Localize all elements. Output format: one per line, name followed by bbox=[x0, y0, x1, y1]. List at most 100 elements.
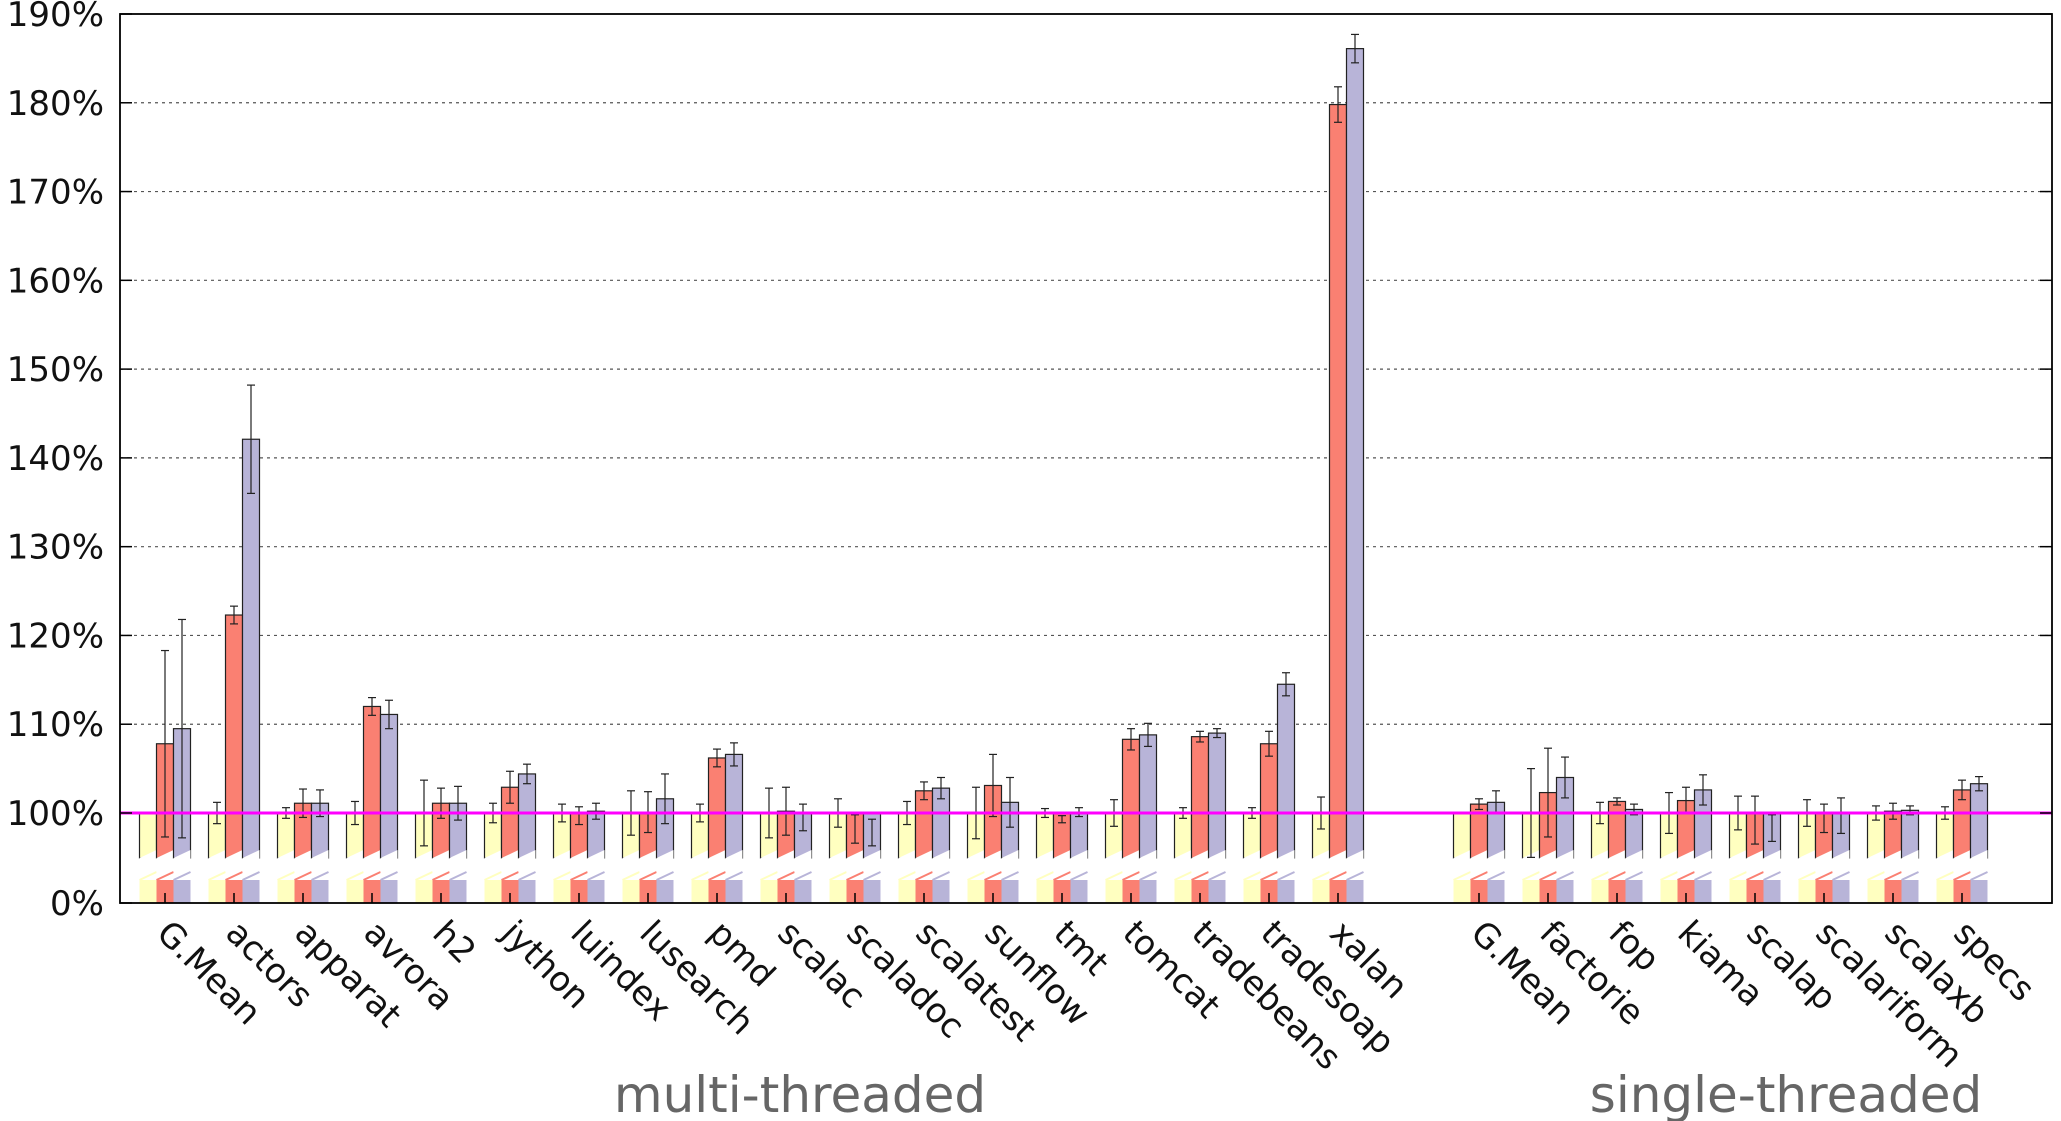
bar-stub bbox=[1815, 880, 1833, 903]
axis-break-gap bbox=[1346, 850, 1364, 880]
axis-break-edge bbox=[501, 871, 519, 881]
axis-break-gap bbox=[1867, 850, 1885, 880]
bar-stub bbox=[1591, 880, 1609, 903]
bar bbox=[1138, 734, 1158, 859]
axis-break-gap bbox=[1660, 850, 1678, 880]
bar-stub bbox=[1953, 880, 1971, 903]
axis-break-edge bbox=[242, 871, 260, 881]
axis-break-edge bbox=[1346, 871, 1364, 881]
bar-stub bbox=[1867, 880, 1885, 903]
axis-break-gap bbox=[1539, 850, 1557, 880]
bar-stub bbox=[1312, 880, 1330, 903]
bar-stub bbox=[1729, 880, 1747, 903]
axis-break-gap bbox=[1036, 850, 1054, 880]
bar-stub bbox=[1053, 880, 1071, 903]
bar-stub bbox=[1174, 880, 1192, 903]
bar-stub bbox=[1660, 880, 1678, 903]
bar-stub bbox=[156, 880, 174, 903]
bar-stub bbox=[622, 880, 640, 903]
bar-stub bbox=[656, 880, 674, 903]
bar-stub bbox=[1243, 880, 1261, 903]
bar-stub bbox=[1329, 880, 1347, 903]
bar-stub bbox=[1036, 880, 1054, 903]
axis-break-edge bbox=[1660, 871, 1678, 881]
axis-break-edge bbox=[1936, 871, 1954, 881]
axis-break-gap bbox=[639, 850, 657, 880]
bar-stub bbox=[432, 880, 450, 903]
axis-break-edge bbox=[1522, 871, 1540, 881]
axis-break-gap bbox=[898, 850, 916, 880]
axis-break-edge bbox=[708, 871, 726, 881]
group-label-multi: multi-threaded bbox=[614, 1066, 986, 1121]
axis-break-gap bbox=[1746, 850, 1764, 880]
axis-break-gap bbox=[1936, 850, 1954, 880]
axis-break-gap bbox=[708, 850, 726, 880]
bar-stub bbox=[898, 880, 916, 903]
bar-stub bbox=[380, 880, 398, 903]
axis-break-edge bbox=[1470, 871, 1488, 881]
bar bbox=[379, 713, 399, 859]
axis-break-gap bbox=[1625, 850, 1643, 880]
y-tick-label: 110% bbox=[7, 705, 104, 745]
axis-break-gap bbox=[518, 850, 536, 880]
axis-break-gap bbox=[1053, 850, 1071, 880]
bar bbox=[724, 753, 744, 859]
axis-break-edge bbox=[1694, 871, 1712, 881]
axis-break-gap bbox=[1729, 850, 1747, 880]
axis-break-edge bbox=[346, 871, 364, 881]
axis-break-gap bbox=[1122, 850, 1140, 880]
axis-break-gap bbox=[1312, 850, 1330, 880]
axis-break-edge bbox=[846, 871, 864, 881]
bar-stub bbox=[1470, 880, 1488, 903]
axis-break-edge bbox=[794, 871, 812, 881]
bar-stub bbox=[794, 880, 812, 903]
axis-break-edge bbox=[967, 871, 985, 881]
bar-stub bbox=[1625, 880, 1643, 903]
bar-stub bbox=[863, 880, 881, 903]
bar-stub bbox=[484, 880, 502, 903]
bar bbox=[1345, 48, 1365, 859]
axis-break-edge bbox=[1798, 871, 1816, 881]
axis-break-edge bbox=[1677, 871, 1695, 881]
bar bbox=[224, 614, 244, 859]
bar bbox=[1259, 743, 1279, 859]
axis-break-edge bbox=[1729, 871, 1747, 881]
axis-break-edge bbox=[173, 871, 191, 881]
axis-break-edge bbox=[432, 871, 450, 881]
axis-break-gap bbox=[1487, 850, 1505, 880]
bar-stub bbox=[518, 880, 536, 903]
labels: 0% 100% 110% 120% 130% 140% 150% 160% 170% 180% 19… bbox=[7, 0, 2042, 1121]
axis-break-edge bbox=[1539, 871, 1557, 881]
axis-break-edge bbox=[1260, 871, 1278, 881]
axis-break-gap bbox=[277, 850, 295, 880]
bar-stub bbox=[1694, 880, 1712, 903]
axis-break-gap bbox=[173, 850, 191, 880]
bar-stub bbox=[1832, 880, 1850, 903]
axis-break-gap bbox=[1884, 850, 1902, 880]
bar-stub bbox=[363, 880, 381, 903]
bar-stub bbox=[1522, 880, 1540, 903]
bar-stub bbox=[708, 880, 726, 903]
bar-stub bbox=[725, 880, 743, 903]
axis-break-gap bbox=[1522, 850, 1540, 880]
axis-break-gap bbox=[1174, 850, 1192, 880]
axis-break-edge bbox=[1053, 871, 1071, 881]
axis-break-gap bbox=[829, 850, 847, 880]
axis-break-edge bbox=[1815, 871, 1833, 881]
axis-break-edge bbox=[139, 871, 157, 881]
y-tick-label: 180% bbox=[7, 84, 104, 124]
bar-stub bbox=[587, 880, 605, 903]
bar-stub bbox=[553, 880, 571, 903]
bar-stub bbox=[1746, 880, 1764, 903]
axis-break-gap bbox=[760, 850, 778, 880]
bar-stub bbox=[242, 880, 260, 903]
axis-break-gap bbox=[1901, 850, 1919, 880]
bar bbox=[1328, 103, 1348, 859]
axis-break-gap bbox=[1953, 850, 1971, 880]
axis-break-edge bbox=[311, 871, 329, 881]
bar-stub bbox=[208, 880, 226, 903]
bar bbox=[1276, 683, 1296, 859]
bar-stub bbox=[760, 880, 778, 903]
axis-break-edge bbox=[1122, 871, 1140, 881]
